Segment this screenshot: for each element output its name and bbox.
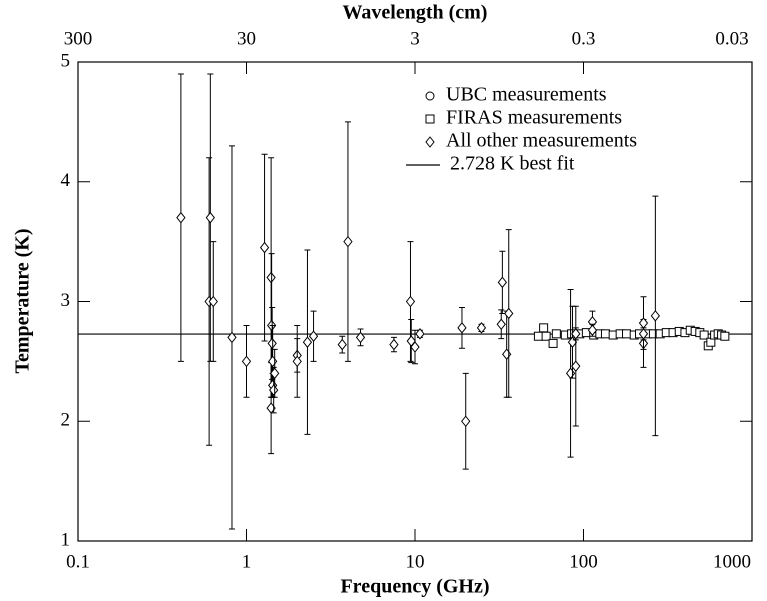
point xyxy=(622,329,632,339)
point xyxy=(268,355,278,368)
point xyxy=(571,328,581,340)
point xyxy=(461,415,471,428)
legend-label: 2.728 K best fit xyxy=(450,153,575,175)
point xyxy=(699,330,709,340)
y-tick-label: 5 xyxy=(61,50,71,71)
legend-symbol xyxy=(425,136,435,148)
point xyxy=(476,322,487,334)
point xyxy=(504,307,514,320)
point xyxy=(270,367,280,380)
x-tick-label: 100 xyxy=(569,551,598,572)
point xyxy=(337,338,347,351)
legend-symbol xyxy=(425,91,435,101)
point xyxy=(208,295,218,308)
point xyxy=(551,329,561,339)
x-axis-title: Frequency (GHz) xyxy=(340,576,489,598)
point xyxy=(502,348,512,360)
point xyxy=(302,336,313,349)
point xyxy=(389,338,399,351)
point xyxy=(292,355,302,368)
point xyxy=(457,322,467,334)
point xyxy=(496,318,506,331)
point xyxy=(266,271,276,284)
top-tick-label: 30 xyxy=(237,28,256,49)
x-tick-label: 10 xyxy=(406,551,425,572)
point xyxy=(176,211,186,224)
point xyxy=(539,323,549,333)
y-axis-title: Temperature (K) xyxy=(12,229,34,374)
point xyxy=(600,329,610,339)
point xyxy=(343,235,353,248)
legend-label: FIRAS measurements xyxy=(446,107,622,129)
point xyxy=(720,331,730,341)
point xyxy=(241,355,252,368)
point xyxy=(541,331,551,341)
point xyxy=(587,324,598,337)
top-tick-label: 3 xyxy=(410,28,420,49)
top-tick-label: 0.03 xyxy=(715,28,748,49)
y-tick-label: 2 xyxy=(61,410,71,431)
point xyxy=(638,328,649,340)
point xyxy=(565,367,576,380)
y-tick-label: 1 xyxy=(61,529,71,550)
point xyxy=(308,330,319,343)
point xyxy=(415,328,425,340)
point xyxy=(571,360,581,372)
y-tick-label: 3 xyxy=(61,290,71,311)
point xyxy=(533,331,543,341)
top-tick-label: 0.3 xyxy=(572,28,596,49)
x-tick-label: 0.1 xyxy=(66,551,90,572)
top-axis-title: Wavelength (cm) xyxy=(343,2,488,24)
point xyxy=(410,341,420,353)
point xyxy=(355,331,366,344)
point xyxy=(269,384,279,396)
legend-label: UBC measurements xyxy=(446,84,607,106)
x-tick-label: 1000 xyxy=(713,551,751,572)
legend-symbol xyxy=(425,114,435,124)
point xyxy=(405,295,416,308)
point xyxy=(205,211,215,224)
point xyxy=(548,338,558,348)
y-tick-label: 4 xyxy=(61,170,71,191)
point xyxy=(650,310,661,322)
point xyxy=(497,276,508,289)
legend-label: All other measurements xyxy=(446,130,637,152)
top-tick-label: 300 xyxy=(64,28,93,49)
point xyxy=(259,241,270,254)
point xyxy=(227,331,237,344)
x-tick-label: 1 xyxy=(242,551,252,572)
point xyxy=(267,337,277,350)
